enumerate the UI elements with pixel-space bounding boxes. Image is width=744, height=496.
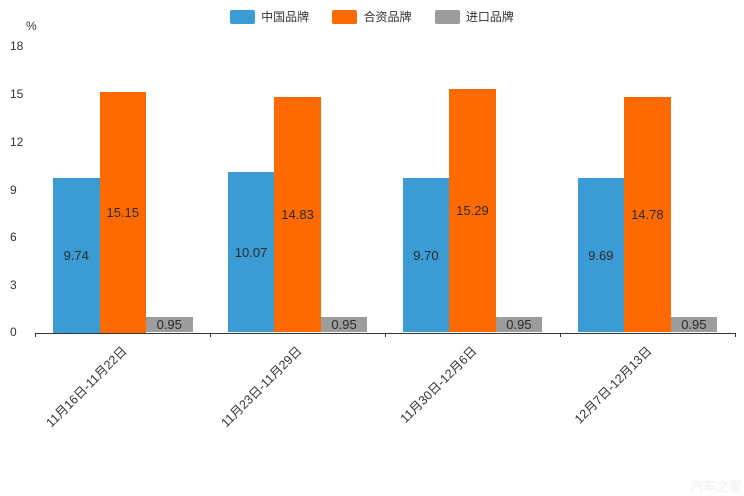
svg-text:汽车之家: 汽车之家 bbox=[690, 479, 743, 494]
